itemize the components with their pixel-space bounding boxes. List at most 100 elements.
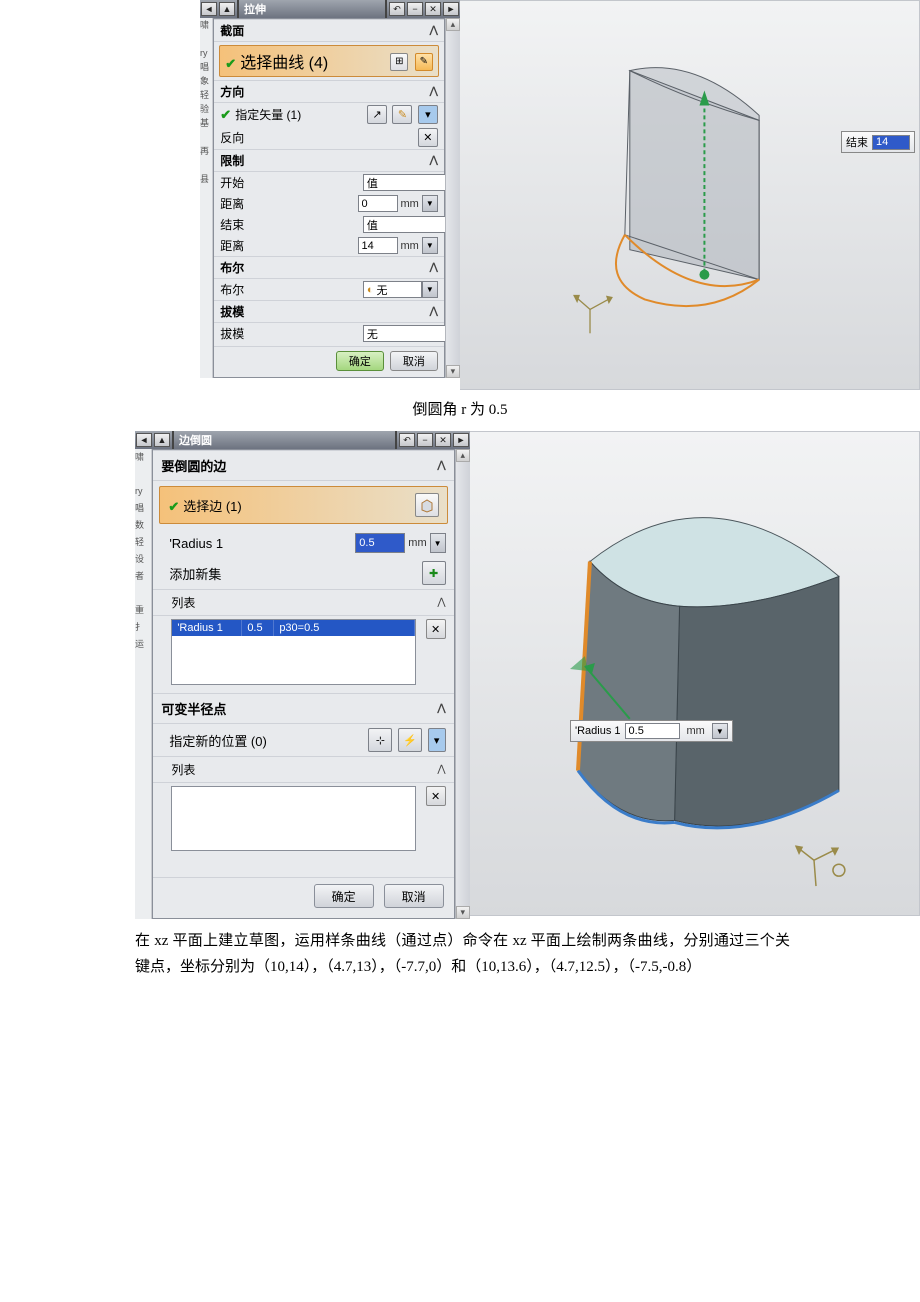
handle-label: 结束 bbox=[846, 134, 868, 150]
select-curve-row[interactable]: ✔选择曲线 (4) ⊞ ✎ bbox=[219, 45, 439, 77]
collapse-icon[interactable]: ⋀ bbox=[437, 460, 445, 471]
section-head-varpoints: 可变半径点⋀ bbox=[153, 693, 453, 724]
nav-back-button[interactable]: ◄ bbox=[136, 433, 152, 447]
titlebar-edgeblend: ◄ ▲ 边倒圆 ↶ − ✕ ► bbox=[135, 431, 470, 449]
nav-next-button[interactable]: ► bbox=[453, 433, 469, 447]
section-head-crosssection: 截面⋀ bbox=[214, 19, 444, 42]
list-head: 列表⋀ bbox=[153, 589, 453, 616]
section-head-draft: 拔模⋀ bbox=[214, 300, 444, 323]
dropdown-icon[interactable]: ▼ bbox=[422, 281, 438, 298]
nav-back-button[interactable]: ◄ bbox=[201, 2, 217, 16]
cancel-button[interactable]: 取消 bbox=[384, 884, 444, 908]
dialog-title: 拉伸 bbox=[240, 1, 270, 17]
section-head-boolean: 布尔⋀ bbox=[214, 256, 444, 279]
radius-input[interactable] bbox=[355, 533, 405, 553]
reverse-button[interactable]: ✕ bbox=[418, 128, 438, 147]
body-paragraph: 在 xz 平面上建立草图，运用样条曲线（通过点）命令在 xz 平面上绘制两条曲线… bbox=[0, 919, 920, 980]
collapse-icon[interactable]: ⋀ bbox=[437, 597, 445, 608]
point-picker-button[interactable]: ⊹ bbox=[368, 728, 392, 752]
delete-list-item-button[interactable]: ✕ bbox=[426, 786, 446, 806]
left-gutter: 啸 ry唱数轻设者 重扌运 bbox=[135, 449, 152, 919]
handle-label: 'Radius 1 bbox=[575, 725, 621, 737]
viewport-edgeblend[interactable]: 'Radius 1 mm ▼ bbox=[470, 431, 920, 916]
collapse-icon[interactable]: ⋀ bbox=[437, 764, 445, 775]
titlebar-extrude: ◄ ▲ 拉伸 ↶ − ✕ ► bbox=[200, 0, 460, 18]
section-head-direction: 方向⋀ bbox=[214, 80, 444, 103]
ok-button[interactable]: 确定 bbox=[336, 351, 384, 371]
undo-button[interactable]: ↶ bbox=[399, 433, 415, 447]
check-icon: ✔ bbox=[220, 107, 231, 122]
select-edge-row[interactable]: ✔选择边 (1) bbox=[159, 486, 447, 524]
sketch-icon-button[interactable]: ⊞ bbox=[390, 53, 408, 71]
varpoint-list[interactable] bbox=[171, 786, 415, 851]
reverse-row: 反向 ✕ bbox=[214, 126, 444, 149]
radius-step-button[interactable]: ▼ bbox=[430, 533, 446, 553]
add-set-row: 添加新集 ✚ bbox=[153, 557, 453, 589]
cancel-button[interactable]: 取消 bbox=[390, 351, 438, 371]
boolean-value: 无 bbox=[376, 282, 387, 298]
distance-step-button[interactable]: ▼ bbox=[422, 195, 438, 212]
curve-icon-button[interactable]: ✎ bbox=[415, 53, 433, 71]
end-mode-row: 结束 ▼ bbox=[214, 214, 444, 235]
collapse-icon[interactable]: ⋀ bbox=[430, 86, 438, 97]
extrude-dialog: 截面⋀ ✔选择曲线 (4) ⊞ ✎ 方向⋀ ✔指定矢量 (1) bbox=[213, 18, 445, 378]
start-distance-row: 距离 mm▼ bbox=[214, 193, 444, 214]
close-button[interactable]: ✕ bbox=[435, 433, 451, 447]
vector-picker-button[interactable]: ↗ bbox=[367, 105, 387, 124]
delete-list-item-button[interactable]: ✕ bbox=[426, 619, 446, 639]
dialog-title: 边倒圆 bbox=[175, 432, 216, 448]
undo-button[interactable]: ↶ bbox=[389, 2, 405, 16]
specify-point-row: 指定新的位置 (0) ⊹ ⚡ ▾ bbox=[153, 724, 453, 756]
point-dropdown[interactable]: ▾ bbox=[428, 728, 446, 752]
scrollbar[interactable] bbox=[455, 449, 470, 919]
collapse-icon[interactable]: ⋀ bbox=[437, 703, 445, 714]
edgeblend-3d-shape bbox=[470, 432, 919, 915]
end-handle-label: 结束 bbox=[841, 131, 915, 153]
extrude-3d-shape bbox=[460, 1, 919, 389]
collapse-icon[interactable]: ⋀ bbox=[430, 306, 438, 317]
nav-fwd-button[interactable]: ▲ bbox=[154, 433, 170, 447]
edge-cube-icon[interactable] bbox=[415, 493, 439, 517]
section-edge-blend: ◄ ▲ 边倒圆 ↶ − ✕ ► 啸 ry唱数轻设者 重扌运 要倒圆的边⋀ bbox=[0, 431, 920, 919]
section-extrude: ◄ ▲ 拉伸 ↶ − ✕ ► 啸 ry唱象轻验基 再 县 截面⋀ bbox=[0, 0, 920, 390]
end-distance-row: 距离 mm▼ bbox=[214, 235, 444, 256]
table-row: 'Radius 1 0.5 p30=0.5 bbox=[172, 620, 414, 636]
left-gutter: 啸 ry唱象轻验基 再 县 bbox=[200, 18, 213, 378]
section-head-limits: 限制⋀ bbox=[214, 149, 444, 172]
viewport-extrude[interactable]: 结束 bbox=[460, 0, 920, 390]
distance-step-button[interactable]: ▼ bbox=[422, 237, 438, 254]
dialog-buttonbar: 确定 取消 bbox=[214, 346, 444, 377]
point-snap-button[interactable]: ⚡ bbox=[398, 728, 422, 752]
dialog-buttonbar: 确定 取消 bbox=[153, 877, 453, 918]
check-icon: ✔ bbox=[225, 56, 236, 71]
handle-step-button[interactable]: ▼ bbox=[712, 723, 728, 739]
radius-row: 'Radius 1 mm ▼ bbox=[153, 529, 453, 557]
handle-value-input[interactable] bbox=[872, 135, 910, 150]
add-set-button[interactable]: ✚ bbox=[422, 561, 446, 585]
minimize-button[interactable]: − bbox=[417, 433, 433, 447]
list-head-2: 列表⋀ bbox=[153, 756, 453, 783]
handle-value-input[interactable] bbox=[625, 723, 680, 739]
boolean-row: 布尔 ◐无▼ bbox=[214, 279, 444, 300]
collapse-icon[interactable]: ⋀ bbox=[430, 25, 438, 36]
minimize-button[interactable]: − bbox=[407, 2, 423, 16]
draft-row: 拔模 ▼ bbox=[214, 323, 444, 346]
radius-list[interactable]: 'Radius 1 0.5 p30=0.5 bbox=[171, 619, 415, 685]
collapse-icon[interactable]: ⋀ bbox=[430, 155, 438, 166]
ok-button[interactable]: 确定 bbox=[314, 884, 374, 908]
close-button[interactable]: ✕ bbox=[425, 2, 441, 16]
vector-dropdown[interactable]: ▾ bbox=[418, 105, 438, 124]
caption-fillet: 倒圆角 r 为 0.5 bbox=[0, 398, 920, 419]
scrollbar[interactable] bbox=[445, 18, 460, 378]
vector-auto-button[interactable]: ✎ bbox=[392, 105, 412, 124]
start-mode-row: 开始 ▼ bbox=[214, 172, 444, 193]
nav-next-button[interactable]: ► bbox=[443, 2, 459, 16]
nav-fwd-button[interactable]: ▲ bbox=[219, 2, 235, 16]
extrude-column: ◄ ▲ 拉伸 ↶ − ✕ ► 啸 ry唱象轻验基 再 县 截面⋀ bbox=[200, 0, 460, 390]
check-icon: ✔ bbox=[168, 499, 179, 514]
collapse-icon[interactable]: ⋀ bbox=[430, 262, 438, 273]
start-distance-input[interactable] bbox=[358, 195, 398, 212]
end-distance-input[interactable] bbox=[358, 237, 398, 254]
specify-vector-row: ✔指定矢量 (1) ↗ ✎ ▾ bbox=[214, 103, 444, 126]
edgeblend-column: ◄ ▲ 边倒圆 ↶ − ✕ ► 啸 ry唱数轻设者 重扌运 要倒圆的边⋀ bbox=[135, 431, 470, 919]
